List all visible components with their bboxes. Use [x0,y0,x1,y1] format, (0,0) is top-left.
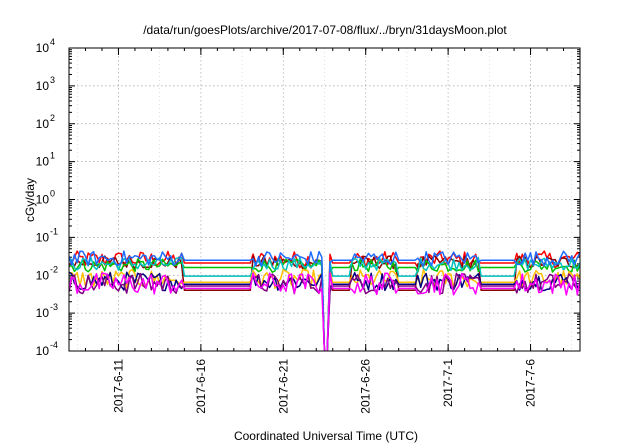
series-line-9 [69,272,580,351]
series-line-2 [69,255,580,351]
series-line-7 [69,272,580,351]
series-line-3 [69,258,580,351]
plot-frame [68,47,581,352]
y-tick-exponent: 0 [50,189,55,199]
x-tick-label: 2017-7-6 [524,359,538,407]
y-tick-exponent: -1 [50,226,58,236]
series-group [69,250,580,351]
y-tick-exponent: -3 [50,302,58,312]
y-tick-label: 10 [36,41,50,55]
y-tick-label: 10 [36,155,50,169]
x-tick-labels: 2017-6-11 2017-6-16 2017-6-21 2017-6-26 2017… [111,359,537,414]
y-tick-label: 10 [36,193,50,207]
chart-title: /data/run/goesPlots/archive/2017-07-08/f… [143,23,507,37]
x-tick-label: 2017-6-26 [359,359,373,414]
x-tick-label: 2017-6-21 [276,359,290,414]
y-tick-label: 10 [36,306,50,320]
y-tick-exponent: 1 [50,151,55,161]
y-tick-label: 10 [36,117,50,131]
grid [69,48,580,351]
x-tick-label: 2017-6-11 [111,359,125,413]
y-tick-exponent: 2 [50,113,55,123]
y-axis-label: cGy/day [23,178,37,222]
series-line-8 [69,250,580,351]
y-tick-label: 10 [36,344,50,358]
x-tick-label: 2017-7-1 [441,359,455,407]
y-tick-label: 10 [36,230,50,244]
y-tick-exponent: 4 [50,37,55,47]
x-axis-label: Coordinated Universal Time (UTC) [234,429,418,443]
x-tick-label: 2017-6-16 [194,359,208,414]
y-tick-label: 10 [36,268,50,282]
series-line-6 [69,271,580,351]
y-tick-exponent: 3 [50,75,55,85]
y-tick-label: 10 [36,79,50,93]
series-line-4 [69,256,580,351]
y-tick-exponent: -4 [50,340,58,350]
y-tick-exponent: -2 [50,264,58,274]
